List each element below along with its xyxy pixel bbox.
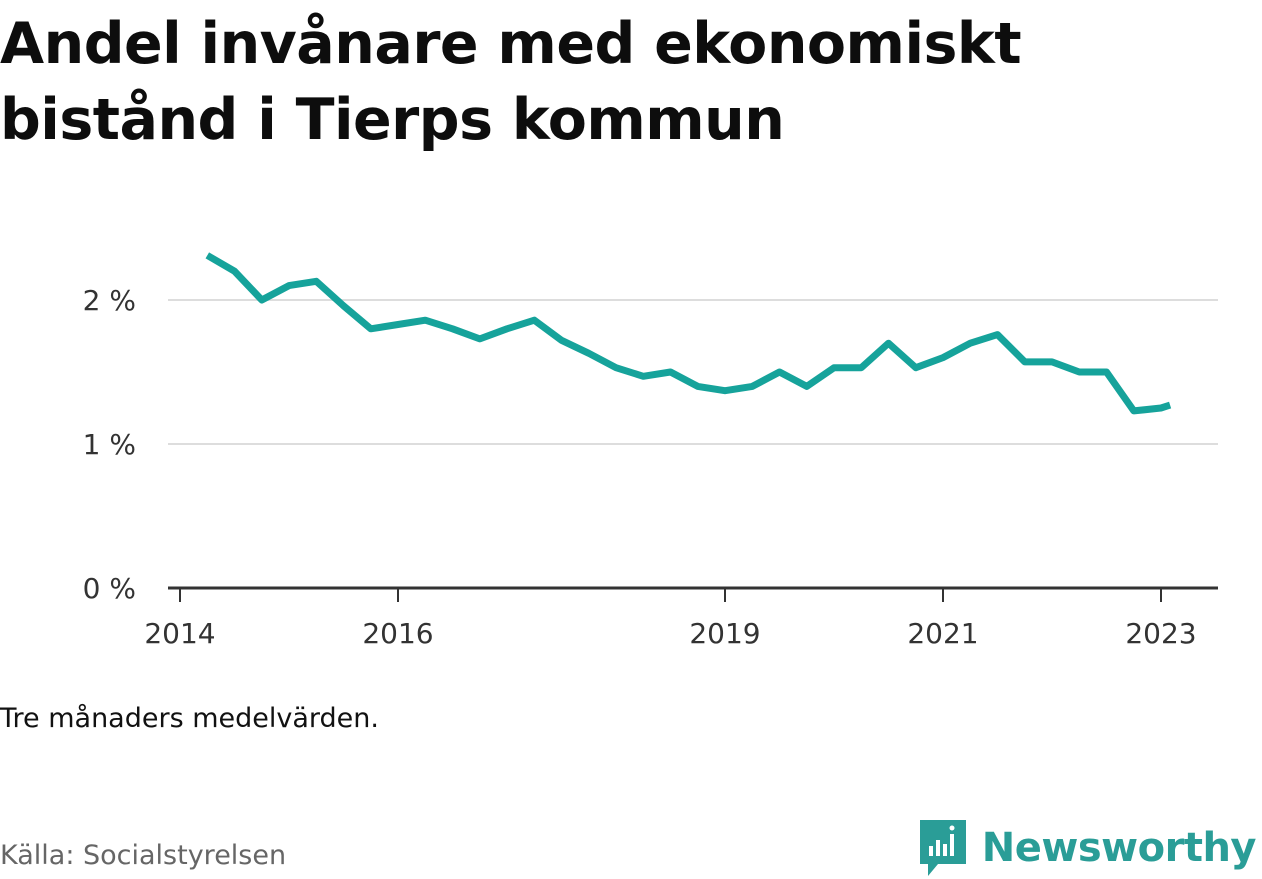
newsworthy-logo-icon (919, 820, 966, 876)
x-tick-label: 2019 (689, 617, 760, 650)
x-tick-label: 2023 (1125, 617, 1196, 650)
brand-name: Newsworthy (981, 825, 1257, 871)
y-tick-label: 1 % (83, 428, 136, 461)
chart-note: Tre månaders medelvärden. (0, 703, 379, 734)
series-line (205, 252, 1172, 415)
y-tick-label: 0 % (83, 572, 136, 605)
grid-lines (168, 299, 1218, 445)
series-layer (205, 252, 1172, 415)
line-chart: 2014 2016 2019 2021 2023 0 % 1 % 2 % (83, 252, 1218, 650)
brand-logo: Newsworthy (918, 818, 1257, 878)
x-tick-label: 2016 (362, 617, 433, 650)
y-tick-label: 2 % (83, 284, 136, 317)
source-text: Källa: Socialstyrelsen (0, 840, 287, 871)
x-tick-label: 2021 (907, 617, 978, 650)
x-axis: 2014 2016 2019 2021 2023 (144, 586, 1218, 650)
y-axis-labels: 0 % 1 % 2 % (83, 284, 136, 605)
x-tick-label: 2014 (144, 617, 215, 650)
chart-title: Andel invånare med ekonomiskt bistånd i … (0, 11, 1022, 153)
